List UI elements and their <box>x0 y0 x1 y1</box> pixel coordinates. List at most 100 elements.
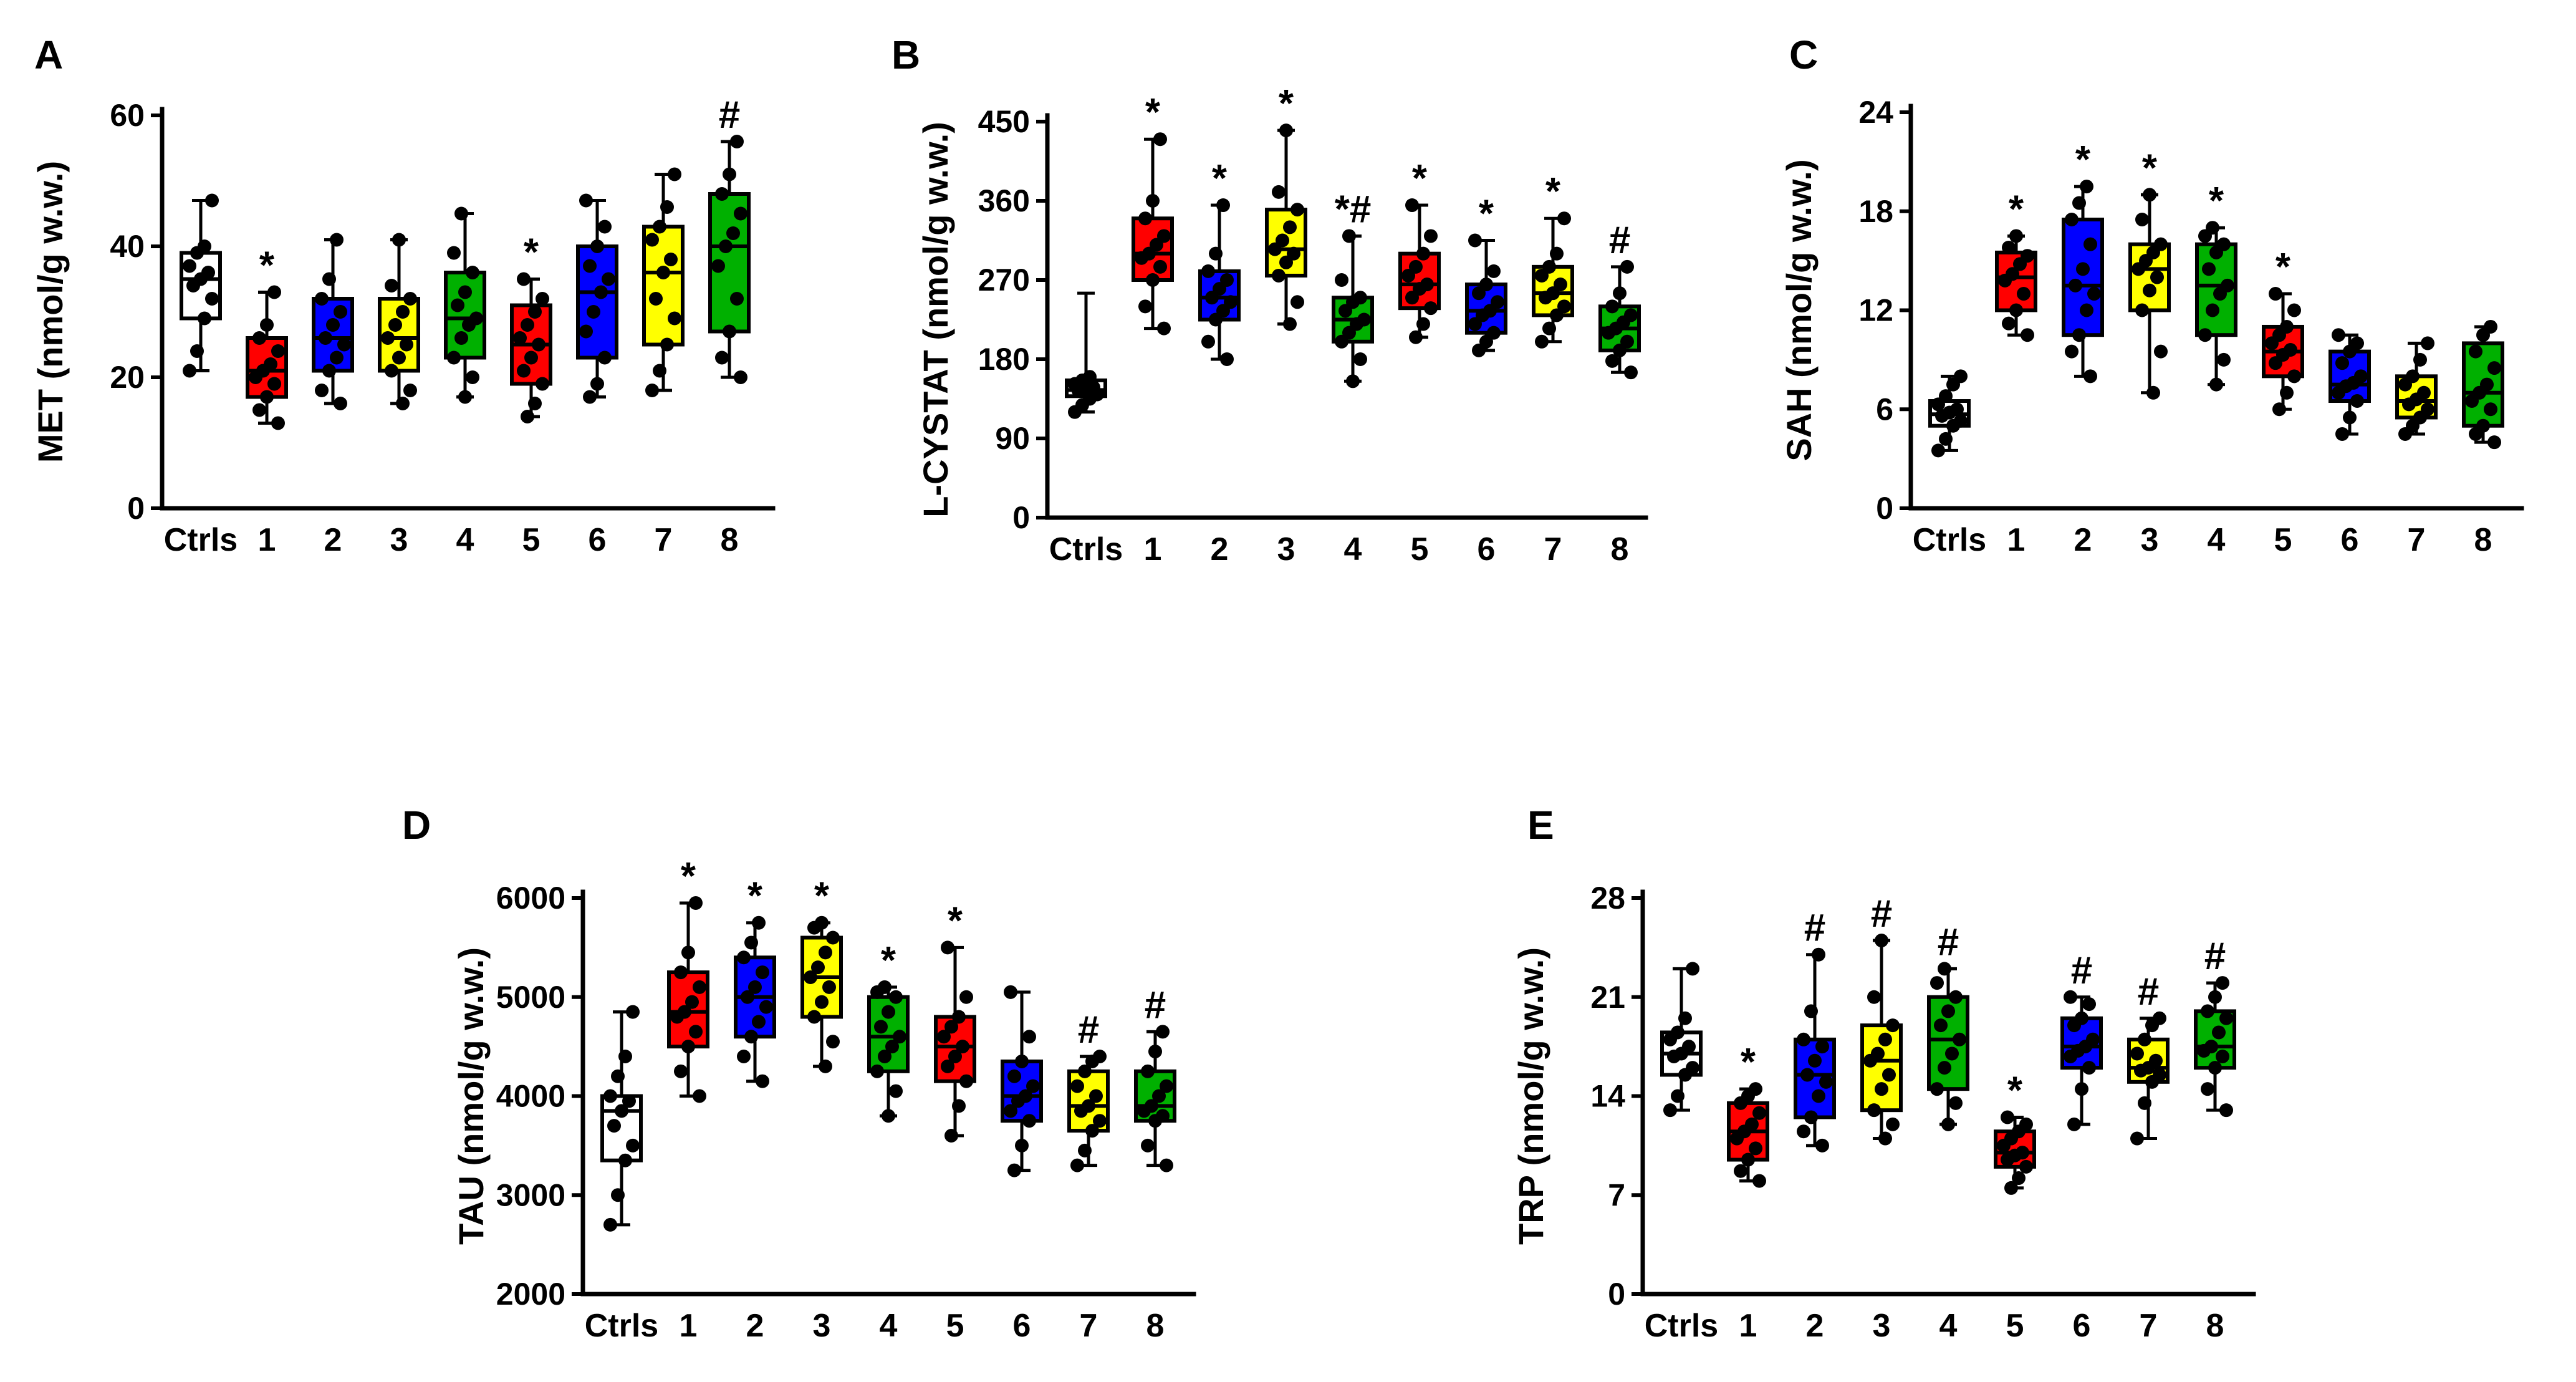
data-point <box>2269 287 2282 301</box>
x-tick-label: 2 <box>2074 522 2092 558</box>
x-tick-label: 4 <box>456 522 474 558</box>
data-point <box>826 1035 840 1049</box>
x-tick-label: 3 <box>1873 1308 1891 1344</box>
y-axis-label: SAH (nmol/g w.w.) <box>1779 159 1819 461</box>
y-tick-label: 450 <box>978 104 1030 139</box>
data-point <box>1022 1030 1036 1044</box>
data-point <box>521 410 534 423</box>
x-tick-label: 1 <box>258 522 276 558</box>
data-point <box>693 980 706 994</box>
data-point <box>2064 990 2077 1004</box>
data-point <box>2206 221 2219 235</box>
data-point <box>1424 229 1438 243</box>
data-point <box>1087 380 1100 395</box>
significance-marker: * <box>2142 147 2158 190</box>
data-point <box>2280 385 2294 400</box>
data-point <box>878 1050 892 1063</box>
data-point <box>2130 1046 2144 1061</box>
box-1 <box>246 285 288 430</box>
x-tick-label: 3 <box>390 522 408 558</box>
data-point <box>205 292 219 306</box>
data-point <box>2216 976 2229 990</box>
data-point <box>2143 283 2156 297</box>
data-point <box>1283 317 1297 331</box>
data-point <box>1605 299 1619 314</box>
data-point <box>2019 1117 2033 1131</box>
box-1 <box>667 896 709 1103</box>
y-tick-label: 180 <box>978 342 1030 377</box>
data-point <box>1089 1089 1103 1103</box>
data-point <box>1941 1117 1955 1131</box>
y-tick-label: 6000 <box>496 881 565 916</box>
x-tick-label: 7 <box>655 522 673 558</box>
data-point <box>2153 1068 2166 1082</box>
data-point <box>2332 328 2345 342</box>
data-point <box>1405 198 1419 213</box>
data-point <box>590 239 604 253</box>
data-point <box>1931 443 1945 458</box>
data-point <box>2217 352 2231 367</box>
data-point <box>2287 303 2301 317</box>
data-point <box>678 1005 691 1019</box>
data-point <box>403 292 417 306</box>
data-point <box>2087 287 2101 301</box>
data-point <box>1671 1025 1684 1040</box>
x-tick-label: 5 <box>946 1308 964 1344</box>
data-point <box>2201 1004 2214 1018</box>
data-point <box>952 1010 966 1024</box>
data-point <box>469 311 483 326</box>
data-point <box>1487 264 1501 278</box>
significance-marker: # <box>2204 935 2226 978</box>
data-point <box>1752 1174 1766 1188</box>
y-tick-label: 0 <box>1608 1277 1625 1312</box>
data-point <box>1157 229 1171 243</box>
data-point <box>1409 330 1423 344</box>
data-point <box>381 331 395 345</box>
data-point <box>2143 188 2156 202</box>
data-point <box>664 253 678 266</box>
data-point <box>1216 198 1230 213</box>
data-point <box>1346 374 1360 389</box>
data-point <box>889 990 903 1004</box>
y-tick-label: 0 <box>1012 500 1030 535</box>
data-point <box>937 1030 951 1044</box>
data-point <box>1015 1054 1029 1068</box>
box-2 <box>1198 198 1241 366</box>
box-ctrls <box>600 1005 643 1232</box>
data-point <box>1945 1046 1959 1061</box>
box-4 <box>1332 229 1374 389</box>
data-point <box>583 259 597 273</box>
box-6 <box>1001 985 1043 1177</box>
x-tick-label: 2 <box>324 522 342 558</box>
data-point <box>1342 229 1356 243</box>
data-point <box>396 305 410 319</box>
box-1 <box>1727 1082 1769 1188</box>
data-point <box>1279 123 1293 138</box>
data-point <box>2413 352 2427 367</box>
box-3 <box>800 916 843 1073</box>
data-point <box>337 337 351 352</box>
data-point <box>1093 1050 1107 1063</box>
data-point <box>271 344 285 358</box>
data-point <box>668 311 681 326</box>
significance-marker: # <box>1609 219 1630 262</box>
data-point <box>1007 1069 1021 1083</box>
data-point <box>587 305 600 319</box>
box-4 <box>444 206 486 404</box>
data-point <box>603 1089 617 1103</box>
x-tick-label: 7 <box>1544 531 1562 568</box>
data-point <box>726 226 740 240</box>
data-point <box>685 995 699 1009</box>
data-point <box>385 364 398 378</box>
data-point <box>1085 1124 1099 1138</box>
data-point <box>2335 427 2349 441</box>
data-point <box>388 318 402 332</box>
data-point <box>815 995 829 1009</box>
x-tick-label: Ctrls <box>1049 531 1123 568</box>
data-point <box>1070 1158 1084 1172</box>
data-point <box>2080 303 2093 317</box>
data-point <box>1019 1089 1032 1103</box>
data-point <box>2280 319 2294 334</box>
